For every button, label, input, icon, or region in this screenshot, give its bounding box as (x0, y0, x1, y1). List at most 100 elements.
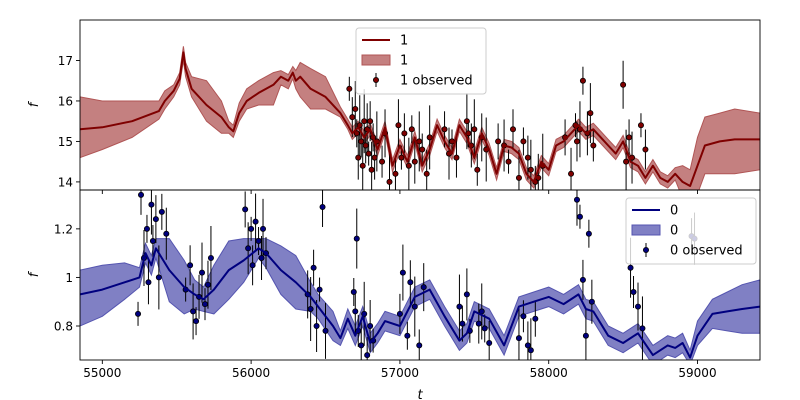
observed-point (322, 327, 329, 334)
observed-point (361, 118, 368, 125)
observed-point (199, 269, 206, 276)
observed-point (411, 303, 418, 310)
observed-point (379, 158, 386, 165)
observed-point (465, 130, 472, 137)
uncertainty-band (80, 46, 760, 190)
y-tick-label: 1 (65, 271, 73, 285)
observed-point (399, 269, 406, 276)
observed-point (634, 303, 641, 310)
observed-point (207, 254, 214, 261)
observed-point (135, 310, 142, 317)
observed-point (367, 118, 374, 125)
observed-point (509, 126, 516, 133)
observed-point (620, 81, 627, 88)
uncertainty-band (80, 238, 760, 360)
observed-point (416, 138, 423, 145)
observed-point (145, 279, 152, 286)
observed-point (359, 162, 366, 169)
observed-point (350, 288, 357, 295)
observed-point (163, 230, 170, 237)
x-tick-label: 56000 (232, 366, 270, 380)
observed-point (355, 154, 362, 161)
observed-point (630, 288, 637, 295)
legend: 0 0 0 observed (625, 197, 757, 265)
y-axis-label: f (27, 270, 42, 277)
legend-point-swatch (372, 77, 379, 84)
observed-point (453, 154, 460, 161)
observed-point (573, 196, 580, 203)
observed-point (367, 322, 374, 329)
observed-point (252, 218, 259, 225)
observed-point (396, 310, 403, 317)
observed-point (398, 154, 405, 161)
legend-label: 1 observed (400, 74, 473, 89)
observed-point (190, 308, 197, 315)
observed-point (411, 158, 418, 165)
y-tick-label: 15 (58, 135, 73, 149)
observed-point (408, 126, 415, 133)
legend-box (355, 27, 487, 95)
observed-point (459, 320, 466, 327)
observed-point (362, 142, 369, 149)
observed-point (416, 342, 423, 349)
y-tick-label: 1.2 (54, 222, 73, 236)
observed-point (579, 77, 586, 84)
observed-point (319, 203, 326, 210)
observed-point (495, 138, 502, 145)
observed-point (392, 170, 399, 177)
observed-point (456, 303, 463, 310)
observed-point (365, 150, 372, 157)
legend-label: 0 (670, 224, 678, 239)
observed-point (242, 206, 249, 213)
y-tick-label: 0.8 (54, 320, 73, 334)
observed-point (407, 279, 414, 286)
observed-point (520, 313, 527, 320)
observed-point (579, 276, 586, 283)
observed-point (358, 138, 365, 145)
x-tick-label: 58000 (530, 366, 568, 380)
observed-point (463, 118, 470, 125)
observed-point (426, 134, 433, 141)
observed-point (419, 146, 426, 153)
y-tick-label: 14 (58, 175, 73, 189)
legend-label: 1 (400, 54, 408, 69)
observed-point (582, 332, 589, 339)
observed-point (364, 352, 371, 359)
observed-point (245, 245, 252, 252)
legend-band-swatch (361, 54, 391, 66)
observed-point (193, 318, 200, 325)
observed-point (138, 191, 145, 198)
x-tick-label: 57000 (381, 366, 419, 380)
observed-point (505, 158, 512, 165)
legend-box (625, 197, 757, 265)
observed-point (187, 262, 194, 269)
x-tick-label: 59000 (678, 366, 716, 380)
observed-point (626, 134, 633, 141)
observed-point (201, 301, 208, 308)
observed-point (353, 235, 360, 242)
observed-point (352, 106, 359, 113)
observed-point (568, 170, 575, 177)
legend: 1 1 1 observed (355, 27, 487, 95)
observed-point (371, 154, 378, 161)
observed-point (527, 166, 534, 173)
observed-point (395, 122, 402, 129)
observed-point (520, 138, 527, 145)
y-tick-label: 17 (58, 54, 73, 68)
plot-area (80, 190, 760, 360)
observed-point (474, 166, 481, 173)
top-panel: 14 15 16 17 f 1 1 1 observed (27, 19, 761, 194)
observed-point (588, 298, 595, 305)
observed-point (639, 325, 646, 332)
observed-point (148, 201, 155, 208)
observed-point (420, 284, 427, 291)
legend-band-swatch (631, 224, 661, 236)
observed-point (573, 138, 580, 145)
observed-point (255, 237, 262, 244)
observed-point (642, 146, 649, 153)
model-line (80, 247, 760, 359)
observed-point (149, 237, 156, 244)
observed-point (401, 130, 408, 137)
observed-point (352, 308, 359, 315)
